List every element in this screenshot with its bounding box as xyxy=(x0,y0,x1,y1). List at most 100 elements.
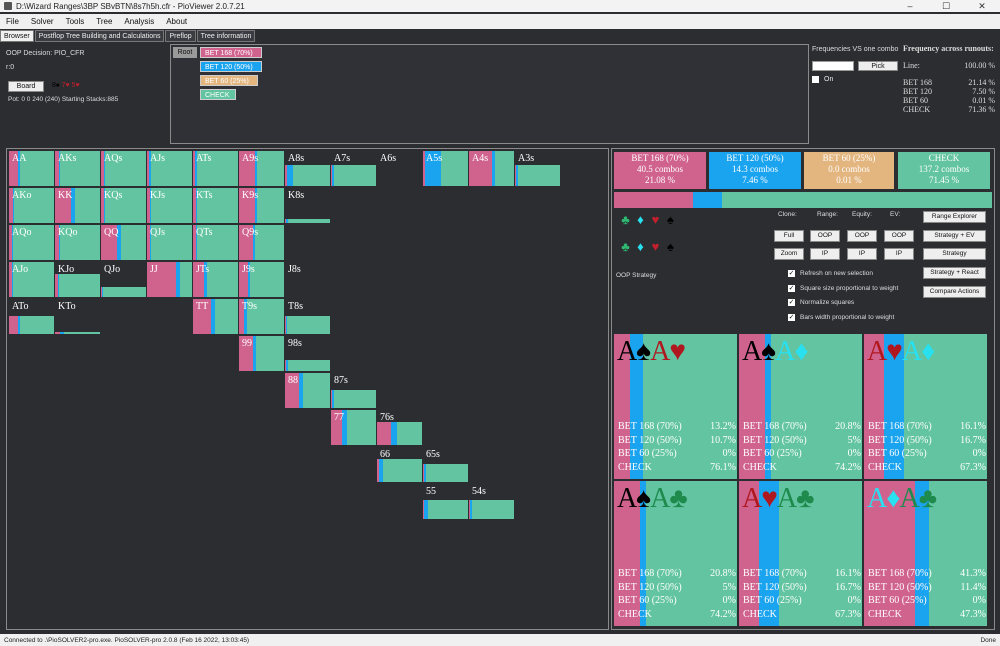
strategy-react-button[interactable]: Strategy + React xyxy=(923,267,986,279)
range-cell[interactable]: Q9s xyxy=(239,225,284,260)
menu-tree[interactable]: Tree xyxy=(96,17,113,26)
tab-postflop-tree-building[interactable]: Postflop Tree Building and Calculations xyxy=(34,30,165,42)
strategy-ev-button[interactable]: Strategy + EV xyxy=(923,230,986,242)
range-cell[interactable]: A9s xyxy=(239,151,284,186)
range-cell[interactable]: KK xyxy=(55,188,100,223)
range-cell[interactable]: AJs xyxy=(147,151,192,186)
range-cell[interactable]: QJo xyxy=(101,262,146,297)
range-cell[interactable]: T8s xyxy=(285,299,330,334)
square-size-checkbox[interactable]: ✓ Square size proportional to weight xyxy=(788,285,898,292)
club-icon[interactable]: ♣ xyxy=(621,239,630,254)
club-icon[interactable]: ♣ xyxy=(621,212,630,227)
on-checkbox[interactable]: On xyxy=(812,76,833,83)
range-cell[interactable]: 66 xyxy=(377,447,422,482)
range-cell[interactable]: AJo xyxy=(9,262,54,297)
menu-analysis[interactable]: Analysis xyxy=(124,17,155,26)
runout-cell[interactable]: A♥A♣ BET 168 (70%) 16.1% BET 120 (50%) 16.7%… xyxy=(739,481,862,626)
range-cell[interactable]: QQ xyxy=(101,225,146,260)
strategy-button[interactable]: Strategy xyxy=(923,248,986,260)
tab-preflop[interactable]: Preflop xyxy=(165,30,196,42)
range-cell[interactable]: KJs xyxy=(147,188,192,223)
range-cell[interactable]: 88 xyxy=(285,373,330,408)
runout-cell[interactable]: A♥A♦ BET 168 (70%) 16.1% BET 120 (50%) 16.7%… xyxy=(864,334,987,479)
normalize-checkbox[interactable]: ✓ Normalize squares xyxy=(788,299,854,306)
pick-button[interactable]: Pick xyxy=(858,61,898,71)
range-oop-button[interactable]: OOP xyxy=(810,230,840,242)
spade-icon[interactable]: ♠ xyxy=(667,212,674,227)
range-cell[interactable]: KQs xyxy=(101,188,146,223)
runout-cell[interactable]: A♠A♣ BET 168 (70%) 20.8% BET 120 (50%) 5% BET… xyxy=(614,481,737,626)
on-checkbox-box[interactable] xyxy=(812,76,819,83)
range-cell[interactable]: T9s xyxy=(239,299,284,334)
range-cell[interactable]: A8s xyxy=(285,151,330,186)
compare-actions-button[interactable]: Compare Actions xyxy=(923,286,986,298)
range-cell[interactable]: 76s xyxy=(377,410,422,445)
spade-icon[interactable]: ♠ xyxy=(667,239,674,254)
action-box-bet-120[interactable]: BET 120 (50%) 14.3 combos 7.46 % xyxy=(709,152,801,189)
tree-root-node[interactable]: Root xyxy=(173,47,197,58)
range-cell[interactable]: A7s xyxy=(331,151,376,186)
ev-oop-button[interactable]: OOP xyxy=(884,230,914,242)
tree-node-bet-120[interactable]: BET 120 (50%) xyxy=(200,61,262,72)
range-cell[interactable]: AKs xyxy=(55,151,100,186)
tree-node-check[interactable]: CHECK xyxy=(200,89,236,100)
zoom-button[interactable]: Zoom xyxy=(774,248,804,260)
runout-cell[interactable]: A♦A♣ BET 168 (70%) 41.3% BET 120 (50%) 11.4%… xyxy=(864,481,987,626)
checkbox-checked-icon[interactable]: ✓ xyxy=(788,270,795,277)
range-cell[interactable]: KQo xyxy=(55,225,100,260)
range-cell[interactable]: K9s xyxy=(239,188,284,223)
bars-width-checkbox[interactable]: ✓ Bars width proportional to weight xyxy=(788,314,894,321)
range-cell[interactable]: A4s xyxy=(469,151,514,186)
range-cell[interactable]: 54s xyxy=(469,484,514,519)
range-cell[interactable]: 99 xyxy=(239,336,284,371)
range-cell[interactable]: QJs xyxy=(147,225,192,260)
range-cell[interactable]: AKo xyxy=(9,188,54,223)
tree-node-bet-168[interactable]: BET 168 (70%) xyxy=(200,47,262,58)
tab-tree-information[interactable]: Tree information xyxy=(196,30,256,42)
range-ip-button[interactable]: IP xyxy=(810,248,840,260)
range-cell[interactable]: KTo xyxy=(55,299,100,334)
combo-input[interactable] xyxy=(812,61,854,71)
board-button[interactable]: Board xyxy=(8,81,44,92)
ev-ip-button[interactable]: IP xyxy=(884,248,914,260)
range-cell[interactable]: ATs xyxy=(193,151,238,186)
range-cell[interactable]: 65s xyxy=(423,447,468,482)
checkbox-checked-icon[interactable]: ✓ xyxy=(788,299,795,306)
heart-icon[interactable]: ♥ xyxy=(651,212,660,227)
range-cell[interactable]: JTs xyxy=(193,262,238,297)
action-box-check[interactable]: CHECK 137.2 combos 71.45 % xyxy=(898,152,990,189)
range-cell[interactable]: ATo xyxy=(9,299,54,334)
checkbox-checked-icon[interactable]: ✓ xyxy=(788,285,795,292)
menu-solver[interactable]: Solver xyxy=(30,17,54,26)
range-cell[interactable]: 55 xyxy=(423,484,468,519)
range-cell[interactable]: J8s xyxy=(285,262,330,297)
range-cell[interactable]: KJo xyxy=(55,262,100,297)
runout-cell[interactable]: A♠A♦ BET 168 (70%) 20.8% BET 120 (50%) 5% BET… xyxy=(739,334,862,479)
range-cell[interactable]: 98s xyxy=(285,336,330,371)
range-cell[interactable]: A3s xyxy=(515,151,560,186)
tree-node-bet-60[interactable]: BET 60 (25%) xyxy=(200,75,258,86)
action-box-bet-168[interactable]: BET 168 (70%) 40.5 combos 21.08 % xyxy=(614,152,706,189)
range-cell[interactable]: TT xyxy=(193,299,238,334)
maximize-button[interactable]: ☐ xyxy=(941,0,951,11)
minimize-button[interactable]: – xyxy=(907,1,913,11)
range-cell[interactable]: 77 xyxy=(331,410,376,445)
heart-icon[interactable]: ♥ xyxy=(651,239,660,254)
menu-file[interactable]: File xyxy=(6,17,19,26)
diamond-icon[interactable]: ♦ xyxy=(637,239,644,254)
tab-browser[interactable]: Browser xyxy=(0,30,34,42)
close-button[interactable]: ✕ xyxy=(978,0,986,11)
range-cell[interactable]: AQo xyxy=(9,225,54,260)
range-cell[interactable]: KTs xyxy=(193,188,238,223)
range-cell[interactable]: JJ xyxy=(147,262,192,297)
range-cell[interactable]: J9s xyxy=(239,262,284,297)
range-cell[interactable]: AQs xyxy=(101,151,146,186)
range-cell[interactable]: QTs xyxy=(193,225,238,260)
equity-ip-button[interactable]: IP xyxy=(847,248,877,260)
checkbox-checked-icon[interactable]: ✓ xyxy=(788,314,795,321)
range-cell[interactable]: 87s xyxy=(331,373,376,408)
action-box-bet-60[interactable]: BET 60 (25%) 0.0 combos 0.01 % xyxy=(804,152,894,189)
refresh-checkbox[interactable]: ✓ Refresh on new selection xyxy=(788,270,873,277)
runout-cell[interactable]: A♠A♥ BET 168 (70%) 13.2% BET 120 (50%) 10.7%… xyxy=(614,334,737,479)
range-cell[interactable]: A5s xyxy=(423,151,468,186)
